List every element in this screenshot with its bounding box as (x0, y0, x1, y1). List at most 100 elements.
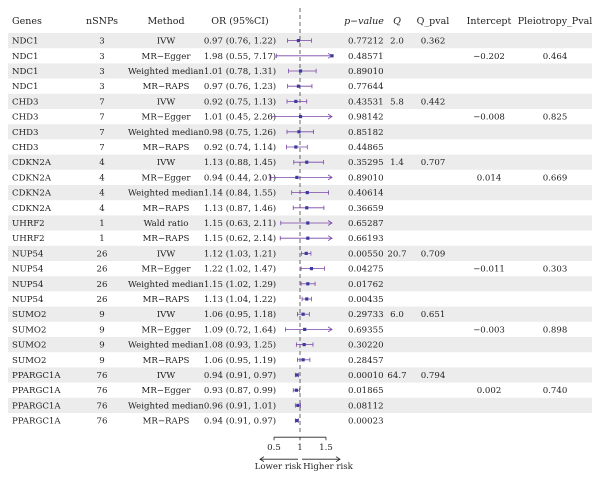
point-estimate (330, 54, 334, 58)
cell-method: IVW (157, 37, 176, 47)
table-row: CHD3 7 IVW 0.92 (0.75, 1.13) 0.43531 5.8 0.442 (12, 96, 445, 107)
cell-gene: CDKN2A (12, 173, 52, 183)
cell-q: 5.8 (390, 97, 404, 107)
cell-method: MR−RAPS (143, 356, 190, 366)
cell-gene: NUP54 (12, 265, 44, 275)
table-row: CDKN2A 4 Weighted median 1.14 (0.84, 1.55) 0… (12, 188, 384, 199)
table-row: CHD3 7 MR−RAPS 0.92 (0.74, 1.14) 0.44865 (12, 142, 384, 153)
cell-pval: 0.69355 (348, 325, 384, 335)
cell-pval: 0.89010 (348, 67, 384, 77)
point-estimate (306, 282, 310, 286)
cell-gene: NUP54 (12, 249, 44, 259)
cell-gene: NUP54 (12, 295, 44, 305)
point-estimate (296, 39, 301, 43)
cell-gene: CHD3 (12, 113, 38, 123)
cell-pleio: 0.898 (543, 325, 568, 335)
cell-q: 20.7 (387, 249, 406, 259)
cell-nsnps: 4 (99, 189, 105, 199)
cell-gene: UHRF2 (12, 234, 45, 244)
cell-nsnps: 7 (99, 128, 104, 138)
cell-method: MR−Egger (142, 173, 192, 183)
cell-gene: PPARGC1A (12, 401, 61, 411)
cell-gene: CHD3 (12, 143, 38, 153)
cell-nsnps: 26 (97, 295, 108, 305)
cell-pval: 0.28457 (348, 356, 384, 366)
cell-pval: 0.65287 (348, 219, 384, 229)
x-axis-tick-label: 1 (297, 443, 302, 453)
cell-pval: 0.04275 (348, 265, 384, 275)
cell-nsnps: 9 (99, 310, 104, 320)
cell-or-text: 1.06 (0.95, 1.18) (204, 309, 276, 320)
cell-nsnps: 7 (99, 97, 104, 107)
cell-q-pval: 0.709 (421, 249, 446, 259)
cell-gene: SUMO2 (12, 341, 46, 351)
cell-pval: 0.44865 (348, 143, 384, 153)
cell-or-text: 1.06 (0.95, 1.19) (204, 355, 276, 366)
cell-intercept: −0.003 (473, 325, 505, 335)
ci-arrow-right (327, 235, 333, 242)
point-estimate (296, 84, 301, 88)
cell-pval: 0.30220 (348, 341, 384, 351)
cell-q-pval: 0.794 (421, 371, 446, 381)
point-estimate (305, 206, 309, 210)
cell-method: Weighted median (128, 401, 204, 411)
cell-nsnps: 7 (99, 113, 104, 123)
cell-or-text: 0.92 (0.75, 1.13) (204, 96, 276, 107)
cell-method: MR−RAPS (143, 143, 190, 153)
cell-nsnps: 9 (99, 356, 104, 366)
cell-gene: PPARGC1A (12, 371, 61, 381)
cell-or-text: 1.01 (0.78, 1.31) (204, 66, 276, 77)
cell-gene: NUP54 (12, 280, 44, 290)
cell-q: 2.0 (390, 37, 404, 47)
x-axis-tick-label: 0.5 (267, 443, 281, 453)
cell-pval: 0.00023 (348, 417, 384, 427)
cell-or-text: 0.94 (0.91, 0.97) (204, 370, 276, 381)
table-row: CHD3 7 MR−Egger 1.01 (0.45, 2.26) 0.98142 −0.… (12, 112, 567, 123)
cell-gene: SUMO2 (12, 356, 46, 366)
point-estimate (298, 115, 303, 119)
cell-gene: CDKN2A (12, 189, 52, 199)
cell-or-text: 0.96 (0.91, 1.01) (204, 400, 276, 411)
cell-method: MR−RAPS (143, 204, 190, 214)
table-header: Genes nSNPs Method OR (95%CI) p−value Q … (12, 16, 592, 27)
cell-nsnps: 26 (97, 280, 108, 290)
cell-pval: 0.01865 (348, 386, 384, 396)
table-row: NUP54 26 MR−RAPS 1.13 (1.04, 1.22) 0.00435 (12, 294, 384, 305)
cell-q: 64.7 (387, 371, 406, 381)
table-row: CDKN2A 4 MR−RAPS 1.13 (0.87, 1.46) 0.36659 (12, 203, 384, 214)
cell-nsnps: 76 (97, 417, 108, 427)
cell-pval: 0.66193 (348, 234, 384, 244)
cell-pval: 0.00435 (348, 295, 384, 305)
point-estimate (296, 403, 300, 407)
header-q: Q (393, 16, 401, 27)
cell-method: MR−RAPS (143, 82, 190, 92)
cell-pleio: 0.303 (543, 265, 568, 275)
cell-intercept: 0.002 (477, 386, 502, 396)
cell-method: Weighted median (128, 280, 204, 290)
cell-gene: UHRF2 (12, 219, 45, 229)
table-row: NUP54 26 Weighted median 1.15 (1.02, 1.29) 0… (12, 279, 384, 290)
table-row: SUMO2 9 IVW 1.06 (0.95, 1.18) 0.29733 6.0 0.65… (12, 309, 445, 320)
cell-q: 1.4 (390, 158, 404, 168)
cell-pval: 0.43531 (348, 97, 384, 107)
point-estimate (304, 251, 308, 255)
table-row: SUMO2 9 Weighted median 1.08 (0.93, 1.25) 0.… (12, 340, 384, 351)
cell-or-text: 0.97 (0.76, 1.22) (204, 36, 276, 47)
header-genes: Genes (12, 16, 42, 27)
point-estimate (294, 388, 298, 392)
header-method: Method (147, 16, 184, 27)
cell-intercept: 0.014 (477, 173, 502, 183)
point-estimate (302, 343, 306, 347)
cell-gene: CHD3 (12, 97, 38, 107)
cell-gene: NDC1 (12, 82, 38, 92)
cell-pval: 0.48571 (348, 52, 384, 62)
cell-method: Weighted median (128, 128, 204, 138)
cell-or-text: 1.15 (0.62, 2.14) (204, 233, 276, 244)
cell-nsnps: 4 (99, 173, 105, 183)
cell-or-text: 0.92 (0.74, 1.14) (204, 142, 276, 153)
table-row: PPARGC1A 76 Weighted median 0.96 (0.91, 1.0… (12, 400, 384, 411)
cell-method: IVW (157, 158, 176, 168)
cell-or-text: 1.14 (0.84, 1.55) (204, 188, 276, 199)
lower-risk-label: Lower risk (255, 462, 302, 472)
